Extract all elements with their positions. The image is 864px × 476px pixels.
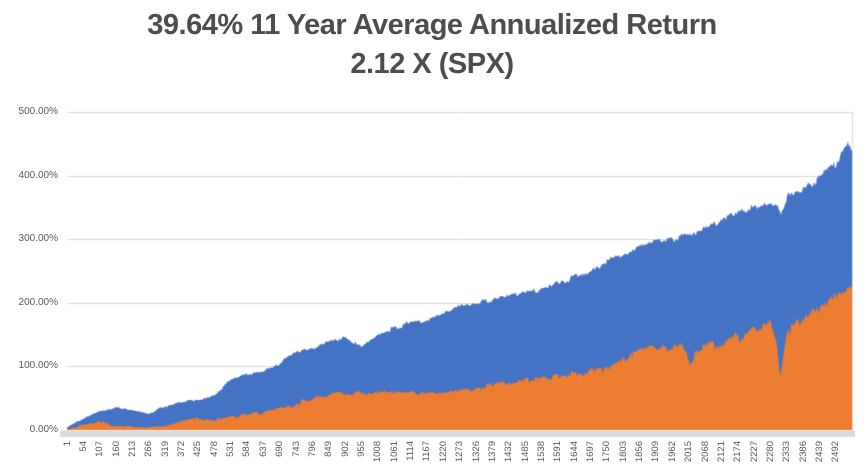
x-axis-label: 1114 (405, 441, 417, 461)
x-axis-label: 1220 (437, 441, 449, 463)
y-axis-label: 200.00% (18, 296, 58, 308)
x-axis-label: 1909 (650, 441, 662, 463)
x-axis-label: 2439 (814, 441, 826, 463)
x-axis-label: 1326 (470, 441, 482, 463)
x-axis-label: 637 (257, 441, 269, 457)
x-axis-label: 2068 (699, 441, 711, 463)
x-axis-label: 478 (208, 441, 220, 457)
x-axis-label: 2280 (765, 441, 776, 463)
x-axis-label: 1962 (666, 441, 678, 463)
x-axis-label: 1008 (372, 441, 384, 463)
chart-title: 39.64% 11 Year Average Annualized Return… (0, 6, 864, 84)
x-axis-label: 531 (225, 441, 237, 457)
x-axis-label: 2333 (781, 441, 793, 463)
x-axis-label: 2492 (830, 441, 842, 463)
y-axis-label: 400.00% (18, 169, 58, 181)
x-axis-label: 1856 (634, 441, 646, 463)
x-axis-label: 266 (143, 441, 155, 457)
x-axis-label: 1697 (585, 441, 597, 463)
x-axis-label: 160 (110, 441, 122, 457)
x-axis-label: 1061 (388, 441, 400, 463)
y-axis-label: 100.00% (18, 360, 58, 372)
x-axis-label: 849 (323, 441, 335, 457)
x-axis-label: 372 (176, 441, 188, 457)
y-axis-label: 500.00% (18, 106, 58, 117)
x-axis-label: 690 (274, 441, 286, 457)
x-axis-label: 955 (355, 441, 367, 457)
x-axis-label: 1167 (421, 441, 433, 462)
x-axis-label: 2227 (748, 441, 760, 463)
x-axis-label: 1 (61, 441, 73, 447)
y-axis-label: 300.00% (18, 233, 58, 245)
x-axis-label: 743 (290, 441, 302, 457)
x-axis-label: 796 (306, 441, 318, 457)
x-axis-label: 584 (241, 441, 253, 457)
x-axis-label: 2121 (715, 441, 727, 463)
x-axis-label: 1591 (552, 441, 564, 463)
chart-title-line1: 39.64% 11 Year Average Annualized Return (147, 9, 717, 41)
x-axis-label: 2015 (683, 441, 695, 463)
x-axis-label: 1432 (503, 441, 515, 463)
x-axis-label: 2386 (797, 441, 809, 463)
x-axis-label: 1644 (568, 441, 580, 463)
x-axis-label: 213 (126, 441, 138, 457)
chart-title-line2: 2.12 X (SPX) (350, 48, 514, 80)
x-axis-label: 1273 (454, 441, 466, 463)
x-axis-label: 1379 (486, 441, 498, 463)
x-axis-label: 1803 (617, 441, 629, 463)
x-axis-label: 1750 (601, 441, 613, 463)
x-axis-label: 902 (339, 441, 351, 457)
x-axis-label: 425 (192, 441, 204, 457)
x-axis-label: 54 (77, 441, 89, 452)
x-axis-label: 2174 (732, 441, 744, 463)
y-axis-label: 0.00% (29, 424, 58, 435)
x-axis-label: 319 (159, 441, 171, 457)
x-axis-label: 107 (94, 441, 106, 457)
x-axis-label: 1485 (519, 441, 531, 463)
x-axis-label: 1538 (535, 441, 547, 463)
